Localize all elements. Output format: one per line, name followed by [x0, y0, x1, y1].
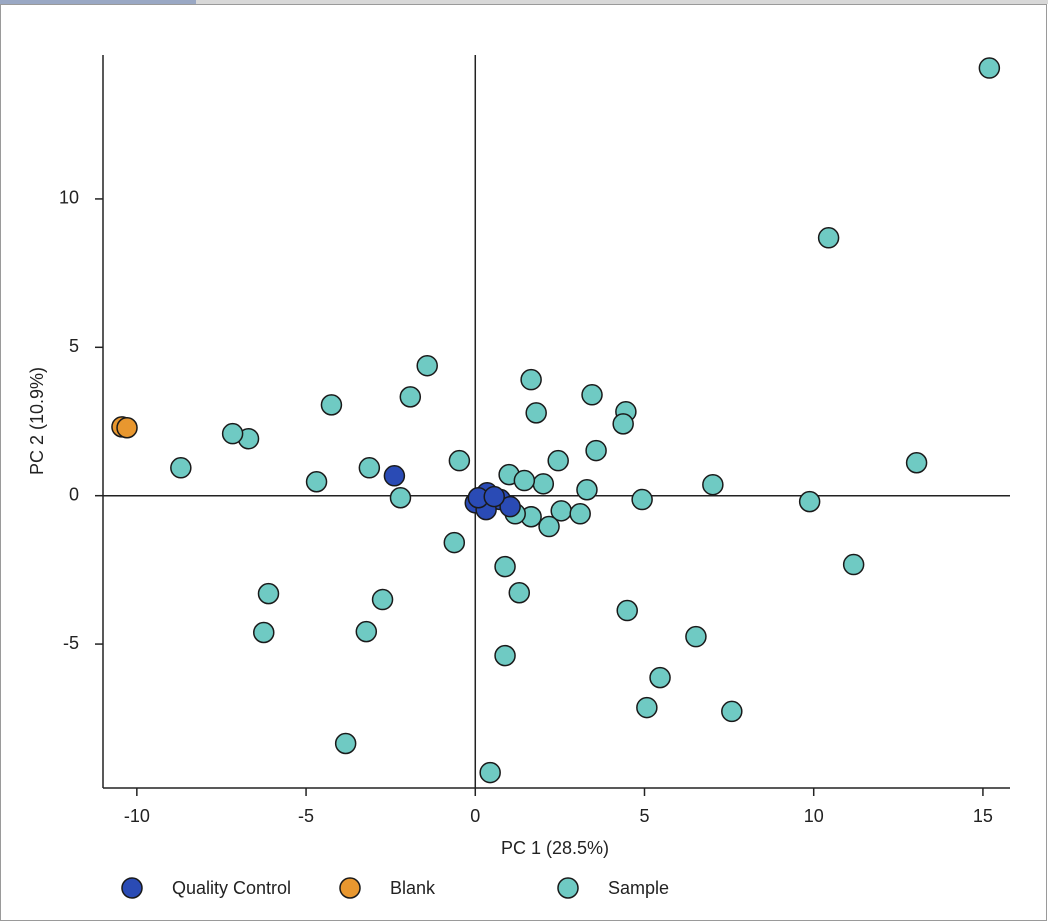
x-axis-label: PC 1 (28.5%): [501, 838, 609, 858]
point: [170, 457, 192, 479]
point: [612, 413, 634, 435]
point: [520, 368, 542, 391]
point: [631, 488, 653, 511]
x-tick-label: 10: [804, 806, 824, 826]
point: [513, 469, 536, 492]
point: [616, 599, 638, 622]
point: [978, 57, 1001, 79]
legend-swatch: [557, 877, 579, 899]
point: [525, 402, 547, 424]
x-tick-label: -5: [298, 806, 314, 826]
point: [483, 485, 505, 508]
point: [576, 479, 598, 501]
frame-border: [0, 4, 1047, 921]
point: [569, 503, 591, 525]
point: [494, 644, 516, 667]
x-tick-label: 5: [639, 806, 649, 826]
y-tick-label: 5: [69, 336, 79, 356]
point: [494, 555, 516, 578]
point: [547, 449, 569, 472]
point: [532, 473, 555, 495]
x-tick-label: -10: [124, 806, 150, 826]
tab-strip: [0, 0, 1048, 4]
point: [221, 422, 244, 445]
point: [253, 621, 275, 644]
y-tick-label: -5: [63, 633, 79, 653]
point: [685, 625, 707, 648]
point: [416, 354, 438, 377]
legend-swatch: [339, 877, 361, 899]
point: [702, 473, 724, 496]
point: [649, 666, 671, 689]
point: [371, 588, 394, 611]
point: [116, 416, 138, 439]
point: [383, 465, 406, 487]
point: [257, 582, 280, 605]
point: [798, 490, 821, 513]
point: [334, 732, 357, 755]
point: [479, 761, 501, 784]
legend-swatch: [121, 877, 143, 899]
point: [905, 451, 928, 474]
point: [358, 457, 381, 479]
y-tick-label: 10: [59, 188, 79, 208]
point: [399, 386, 422, 408]
point: [443, 531, 466, 554]
point: [320, 394, 343, 416]
x-tick-label: 15: [973, 806, 993, 826]
point: [389, 487, 412, 509]
legend-label: Blank: [390, 878, 436, 898]
point: [305, 470, 328, 493]
point: [636, 696, 658, 719]
point: [585, 439, 607, 462]
point: [499, 495, 521, 518]
point: [721, 700, 743, 723]
point: [581, 384, 603, 406]
active-tab: [0, 0, 196, 4]
point: [448, 449, 471, 472]
point: [817, 227, 840, 249]
legend-label: Sample: [608, 878, 669, 898]
y-tick-label: 0: [69, 484, 79, 504]
legend-label: Quality Control: [172, 878, 291, 898]
point: [538, 515, 560, 538]
point: [842, 553, 865, 576]
y-axis-label: PC 2 (10.9%): [27, 367, 47, 475]
point: [508, 581, 531, 604]
point: [355, 620, 378, 643]
x-tick-label: 0: [470, 806, 480, 826]
